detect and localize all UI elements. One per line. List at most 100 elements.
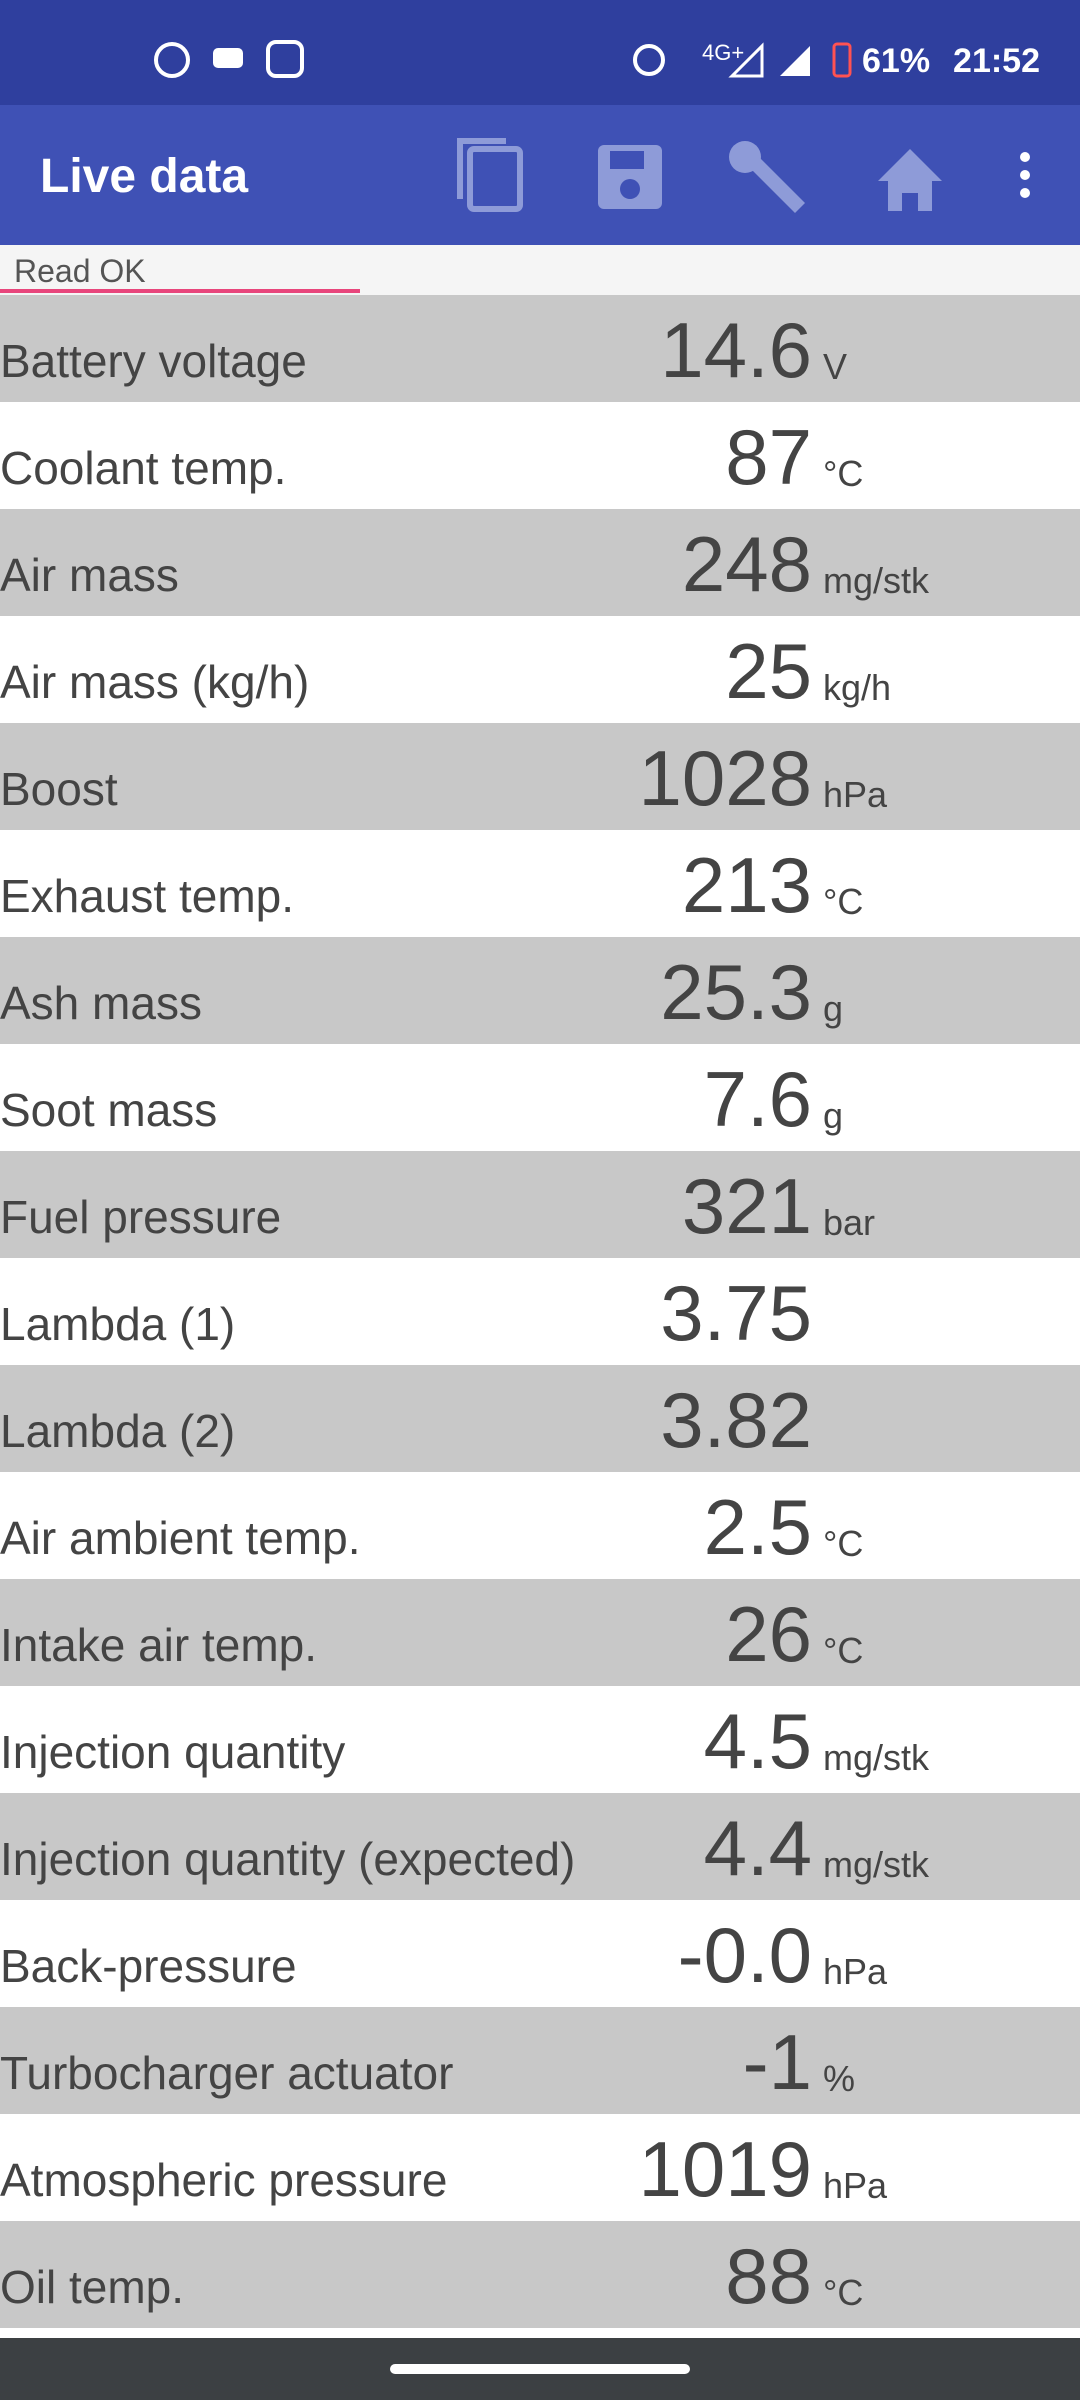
data-row: Fuel pressure 321 bar bbox=[0, 1151, 1080, 1258]
row-value: 87 bbox=[725, 413, 812, 501]
row-unit: V bbox=[823, 346, 848, 387]
network-type: 4G+ bbox=[702, 40, 744, 65]
home-handle[interactable] bbox=[390, 2364, 690, 2374]
row-value: 4.4 bbox=[703, 1804, 812, 1892]
data-row: Oil temp. 88 °C bbox=[0, 2221, 1080, 2328]
battery-icon bbox=[832, 42, 852, 78]
data-row: Injection quantity (expected) 4.4 mg/stk bbox=[0, 1793, 1080, 1900]
data-row: Exhaust temp. 213 °C bbox=[0, 830, 1080, 937]
car-icon bbox=[213, 48, 243, 68]
row-unit: mg/stk bbox=[823, 1737, 930, 1778]
alarm-icon bbox=[633, 44, 665, 76]
navigation-bar bbox=[0, 2338, 1080, 2400]
row-label: Injection quantity bbox=[0, 1726, 346, 1778]
row-unit: g bbox=[823, 1095, 844, 1136]
status-bar: 4G+ 61% 21:52 bbox=[0, 0, 1080, 105]
data-row: Boost 1028 hPa bbox=[0, 723, 1080, 830]
row-unit: °C bbox=[823, 1523, 864, 1564]
row-value: -1 bbox=[742, 2018, 812, 2106]
home-button[interactable] bbox=[878, 149, 942, 211]
row-label: Battery voltage bbox=[0, 335, 307, 387]
row-unit: mg/stk bbox=[823, 1844, 930, 1885]
data-row: Atmospheric pressure 1019 hPa bbox=[0, 2114, 1080, 2221]
data-row: Injection quantity 4.5 mg/stk bbox=[0, 1686, 1080, 1793]
row-label: Ash mass bbox=[0, 977, 202, 1029]
status-icons: 4G+ 61% 21:52 bbox=[154, 40, 1040, 80]
data-row: Battery voltage 14.6 V bbox=[0, 295, 1080, 402]
data-row: Back-pressure -0.0 hPa bbox=[0, 1900, 1080, 2007]
row-label: Injection quantity (expected) bbox=[0, 1833, 576, 1885]
data-row: Soot mass 7.6 g bbox=[0, 1044, 1080, 1151]
row-label: Coolant temp. bbox=[0, 442, 287, 494]
row-label: Atmospheric pressure bbox=[0, 2154, 448, 2206]
row-unit: mg/stk bbox=[823, 560, 930, 601]
row-value: 1019 bbox=[638, 2125, 812, 2213]
row-label: Air mass (kg/h) bbox=[0, 656, 310, 708]
row-unit: °C bbox=[823, 2272, 864, 2313]
signal-icon bbox=[728, 42, 764, 78]
row-unit: g bbox=[823, 988, 844, 1029]
row-label: Air ambient temp. bbox=[0, 1512, 361, 1564]
row-value: 3.82 bbox=[660, 1376, 812, 1464]
row-label: Turbocharger actuator bbox=[0, 2047, 454, 2099]
status-area: Read OK bbox=[0, 245, 1080, 295]
row-unit: % bbox=[823, 2058, 856, 2099]
row-value: 7.6 bbox=[703, 1055, 812, 1143]
row-unit: hPa bbox=[823, 2165, 888, 2206]
row-value: 14.6 bbox=[660, 306, 812, 394]
data-row: Air mass (kg/h) 25 kg/h bbox=[0, 616, 1080, 723]
row-unit: hPa bbox=[823, 774, 888, 815]
row-label: Lambda (2) bbox=[0, 1405, 236, 1457]
row-unit: °C bbox=[823, 1630, 864, 1671]
e-icon bbox=[266, 40, 304, 78]
toolbar-icons bbox=[457, 138, 1030, 213]
data-row: Coolant temp. 87 °C bbox=[0, 402, 1080, 509]
row-value: 25 bbox=[725, 627, 812, 715]
row-value: 88 bbox=[725, 2232, 812, 2320]
data-row: Ash mass 25.3 g bbox=[0, 937, 1080, 1044]
row-unit: hPa bbox=[823, 1951, 888, 1992]
row-label: Lambda (1) bbox=[0, 1298, 236, 1350]
settings-button[interactable] bbox=[729, 141, 805, 213]
row-label: Intake air temp. bbox=[0, 1619, 318, 1671]
row-value: 2.5 bbox=[703, 1483, 812, 1571]
row-unit: °C bbox=[823, 453, 864, 494]
row-unit: bar bbox=[823, 1202, 876, 1243]
menu-button[interactable] bbox=[1020, 152, 1030, 198]
row-value: 248 bbox=[681, 520, 812, 608]
whatsapp-icon bbox=[154, 42, 190, 78]
data-row: Lambda (2) 3.82 bbox=[0, 1365, 1080, 1472]
row-label: Soot mass bbox=[0, 1084, 218, 1136]
data-row: Intake air temp. 26 °C bbox=[0, 1579, 1080, 1686]
row-label: Air mass bbox=[0, 549, 179, 601]
row-label: Exhaust temp. bbox=[0, 870, 295, 922]
signal-icon bbox=[780, 46, 810, 76]
row-value: 213 bbox=[681, 841, 812, 929]
row-label: Oil temp. bbox=[0, 2261, 185, 2313]
row-unit: kg/h bbox=[823, 667, 892, 708]
row-label: Back-pressure bbox=[0, 1940, 297, 1992]
row-value: 25.3 bbox=[660, 948, 812, 1036]
clock: 21:52 bbox=[953, 42, 1040, 80]
row-value: 26 bbox=[725, 1590, 812, 1678]
data-row: Turbocharger actuator -1% bbox=[0, 2007, 1080, 2114]
row-value: 3.75 bbox=[660, 1269, 812, 1357]
copy-button[interactable] bbox=[457, 138, 523, 212]
data-row: Air mass 248 mg/stk bbox=[0, 509, 1080, 616]
row-unit: °C bbox=[823, 881, 864, 922]
battery-level: 61% bbox=[862, 42, 930, 80]
row-value: -0.0 bbox=[677, 1911, 812, 1999]
row-value: 1028 bbox=[638, 734, 812, 822]
app-bar: Live data bbox=[0, 105, 1080, 245]
progress-bar bbox=[0, 289, 360, 293]
data-row: Air ambient temp. 2.5 °C bbox=[0, 1472, 1080, 1579]
status-text: Read OK bbox=[14, 253, 146, 289]
row-value: 4.5 bbox=[703, 1697, 812, 1785]
data-row: Lambda (1) 3.75 bbox=[0, 1258, 1080, 1365]
data-list: Battery voltage 14.6 V Coolant temp. 87 °C Air… bbox=[0, 295, 1080, 2328]
row-label: Fuel pressure bbox=[0, 1191, 282, 1243]
app-title: Live data bbox=[40, 150, 249, 203]
row-label: Boost bbox=[0, 763, 118, 815]
save-button[interactable] bbox=[598, 145, 662, 209]
